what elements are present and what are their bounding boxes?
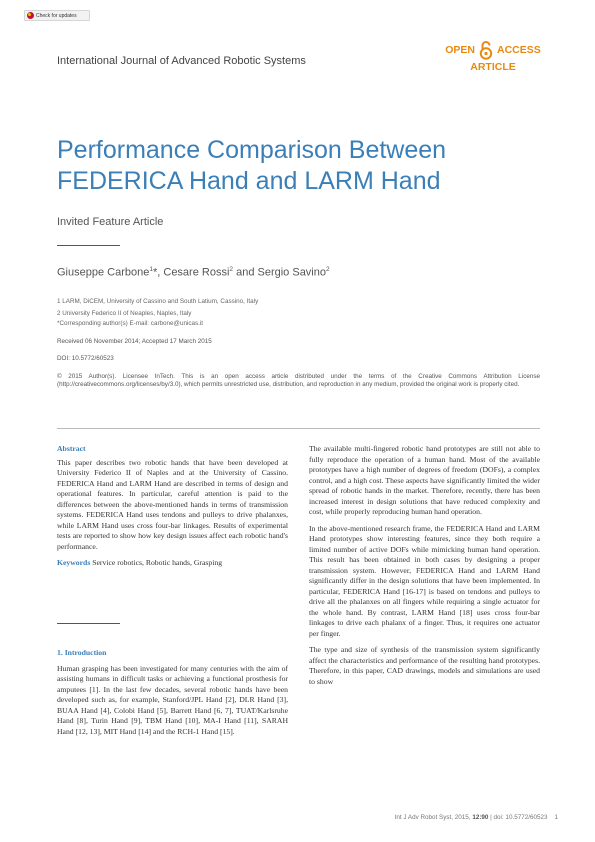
- introduction-paragraph: Human grasping has been investigated for…: [57, 663, 288, 736]
- article-label: ARTICLE: [470, 61, 516, 73]
- author-list: Giuseppe Carbone1*, Cesare Rossi2 and Se…: [57, 266, 330, 279]
- page-number: 1: [554, 814, 558, 821]
- affiliation-1: 1 LARM, DiCEM, University of Cassino and…: [57, 298, 259, 305]
- open-access-logo: OPEN ACCESS ARTICLE: [438, 40, 548, 90]
- abstract-heading: Abstract: [57, 444, 86, 453]
- access-label: ACCESS: [497, 44, 541, 56]
- right-column: The available multi-fingered robotic han…: [309, 444, 540, 687]
- section-divider: [57, 428, 540, 429]
- author-name: Cesare Rossi: [163, 266, 230, 279]
- check-for-updates-label: Check for updates: [36, 12, 77, 19]
- keywords-text: Service robotics, Robotic hands, Graspin…: [92, 558, 223, 567]
- affiliation-mark: 1: [149, 266, 153, 273]
- article-title-line-2: FEDERICA Hand and LARM Hand: [57, 167, 441, 195]
- keywords-label: Keywords: [57, 558, 91, 567]
- received-dates: Received 06 November 2014; Accepted 17 M…: [57, 338, 212, 345]
- introduction-heading: 1. Introduction: [57, 648, 107, 657]
- article-type: Invited Feature Article: [57, 216, 164, 228]
- keywords: Keywords Service robotics, Robotic hands…: [57, 558, 288, 569]
- affiliation-mark: 2: [229, 266, 234, 273]
- author-conjunction: and: [233, 266, 258, 279]
- journal-name: International Journal of Advanced Roboti…: [57, 55, 306, 67]
- abstract-section: Abstract This paper describes two roboti…: [57, 444, 288, 569]
- crossmark-icon: [27, 12, 34, 19]
- check-for-updates-button[interactable]: Check for updates: [24, 10, 90, 21]
- corresponding-author: *Corresponding author(s) E-mail: carbone…: [57, 320, 204, 327]
- paragraph: The type and size of synthesis of the tr…: [309, 645, 540, 686]
- corresponding-mark: *,: [152, 266, 164, 279]
- abstract-text: This paper describes two robotic hands t…: [57, 457, 288, 551]
- author-name: Giuseppe Carbone: [57, 266, 150, 279]
- article-title-line-1: Performance Comparison Between: [57, 136, 447, 164]
- footer-citation: Int J Adv Robot Syst, 2015,: [394, 814, 473, 821]
- paragraph: The available multi-fingered robotic han…: [309, 444, 540, 516]
- author-name: Sergio Savino: [257, 266, 327, 279]
- open-lock-icon: [479, 41, 493, 60]
- doi: DOI: 10.5772/60523: [57, 355, 114, 362]
- footer-volume: 12:90: [472, 814, 489, 821]
- paragraph: In the above-mentioned research frame, t…: [309, 523, 540, 638]
- open-label: OPEN: [445, 44, 475, 56]
- divider-rule: [57, 245, 120, 246]
- license-statement: © 2015 Author(s). Licensee InTech. This …: [57, 373, 540, 389]
- article-title: Performance Comparison Between FEDERICA …: [57, 135, 517, 197]
- divider-rule: [57, 623, 120, 624]
- page-footer: Int J Adv Robot Syst, 2015, 12:90 | doi:…: [343, 814, 558, 821]
- footer-doi: | doi: 10.5772/60523: [488, 814, 548, 821]
- affiliation-mark: 2: [326, 266, 330, 273]
- affiliation-2: 2 University Federico II of Neaples, Nap…: [57, 310, 192, 317]
- introduction-section: 1. Introduction Human grasping has been …: [57, 648, 288, 737]
